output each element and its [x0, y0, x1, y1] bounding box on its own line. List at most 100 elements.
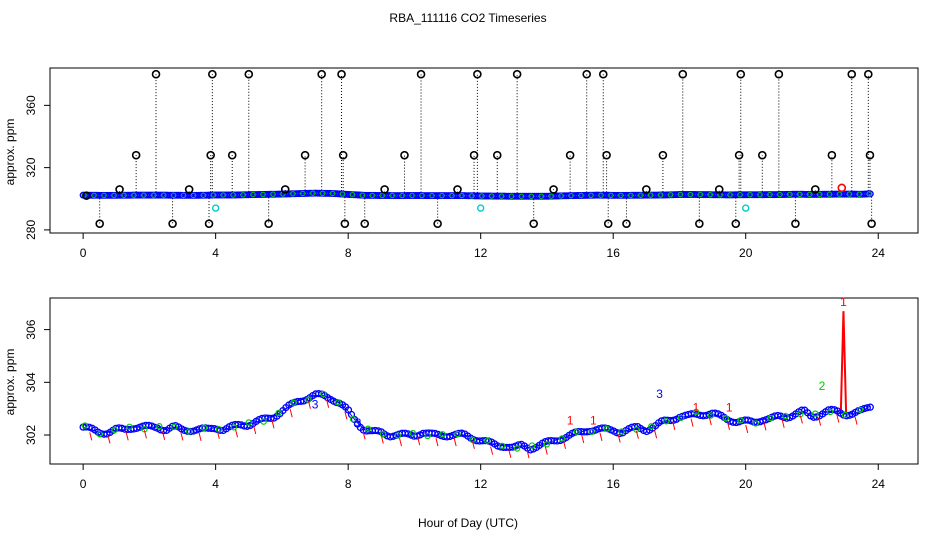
upper-spike-point [864, 69, 873, 79]
upper-green-point [747, 192, 753, 198]
upper-green-point [270, 191, 276, 197]
lower-green-point [335, 399, 342, 406]
upper-green-point [319, 190, 326, 196]
upper-green-point [488, 193, 495, 199]
lower-green-point [573, 428, 580, 435]
upper-green-point [578, 192, 584, 199]
upper-x-tick-label: 0 [80, 246, 87, 260]
upper-green-point [141, 192, 147, 198]
upper-green-point [180, 192, 187, 199]
upper-green-point [121, 192, 127, 198]
upper-x-tick-label: 12 [474, 246, 488, 260]
upper-spike-point [300, 150, 310, 160]
lower-red-tick [544, 446, 548, 455]
lower-red-tick [599, 432, 603, 442]
upper-spike-point [658, 150, 668, 160]
lower-green-point [484, 437, 491, 444]
upper-green-point [816, 191, 823, 198]
lower-red-tick [508, 449, 512, 458]
lower-data-point [863, 404, 871, 412]
upper-green-point [647, 192, 654, 198]
lower-green-point [439, 431, 446, 438]
upper-spike-point [736, 69, 746, 79]
upper-green-point [826, 191, 833, 197]
upper-green-point [598, 192, 604, 198]
lower-green-point [111, 426, 118, 434]
upper-green-point [91, 192, 97, 198]
upper-x-tick-label: 24 [872, 246, 886, 260]
upper-green-point [588, 192, 594, 198]
lower-green-point [126, 423, 133, 430]
upper-y-axis-label: approx. ppm [3, 119, 17, 186]
upper-plot-frame [49, 67, 919, 234]
lower-green-point [588, 428, 595, 435]
upper-spike-point [95, 219, 104, 228]
lower-red-tick [672, 421, 676, 430]
upper-green-point [359, 192, 366, 198]
lower-green-point [275, 409, 282, 417]
upper-spike-point [492, 150, 502, 160]
lower-red-tick [453, 438, 457, 447]
upper-green-point [399, 192, 405, 199]
lower-green-point [215, 425, 223, 433]
upper-green-point [657, 192, 664, 198]
upper-green-point [170, 192, 177, 198]
lower-data-point [332, 398, 341, 407]
lower-green-point [171, 423, 178, 431]
upper-spike-point [208, 69, 217, 79]
upper-y-tick-label: 280 [24, 220, 38, 240]
upper-green-point [638, 192, 644, 198]
upper-green-point [687, 191, 694, 198]
upper-spike-point [791, 219, 800, 228]
lower-red-tick [654, 430, 658, 439]
lower-green-point [513, 445, 521, 452]
lower-x-tick-label: 20 [739, 477, 753, 491]
lower-red-tick [471, 440, 475, 449]
upper-green-point [667, 192, 674, 198]
upper-green-point [508, 193, 515, 199]
upper-spike-point [582, 69, 592, 79]
upper-green-point [518, 193, 525, 199]
upper-spike-point [380, 185, 389, 194]
upper-panel: approx. ppm 0 4 8 12 16 20 24 280 320 360 [3, 67, 919, 260]
lower-data-point [458, 429, 466, 437]
upper-spike-point [433, 219, 442, 228]
upper-green-point [429, 192, 435, 199]
lower-red-tick [362, 431, 366, 440]
lower-red-tick [818, 417, 822, 426]
lower-series-label: 2 [819, 379, 826, 393]
upper-green-point [548, 193, 554, 199]
upper-green-point [349, 191, 356, 198]
lower-x-tick-label: 8 [345, 477, 352, 491]
upper-spike-point [565, 150, 575, 160]
lower-y-tick-label: 302 [24, 425, 38, 445]
upper-green-point [777, 191, 783, 198]
upper-green-point [806, 191, 813, 198]
upper-spike-point [340, 219, 350, 228]
lower-green-point [454, 430, 461, 438]
lower-green-point [499, 442, 506, 449]
lower-series-label: 3 [355, 416, 362, 430]
upper-spike-point [757, 150, 767, 160]
upper-green-point [608, 192, 614, 199]
lower-red-tick [435, 438, 439, 447]
lower-red-tick [399, 438, 403, 447]
lower-red-tick [380, 435, 384, 444]
lower-red-tick [799, 415, 803, 424]
lower-series-label: 3 [656, 387, 663, 401]
lower-green-point [379, 430, 387, 438]
upper-green-point [389, 192, 395, 199]
upper-spike-point [642, 185, 651, 194]
lower-red-tick [307, 400, 311, 409]
upper-green-point [200, 192, 207, 198]
lower-series-label: 1 [726, 400, 733, 414]
lower-x-tick-label: 16 [607, 477, 621, 491]
upper-green-point [111, 192, 117, 199]
lower-green-point [349, 416, 357, 423]
lower-green-point [812, 410, 819, 417]
upper-green-point [767, 191, 773, 198]
lower-green-point [96, 430, 103, 438]
upper-spike-point [400, 150, 409, 160]
upper-spike-point [204, 219, 214, 228]
lower-red-tick [235, 429, 239, 438]
